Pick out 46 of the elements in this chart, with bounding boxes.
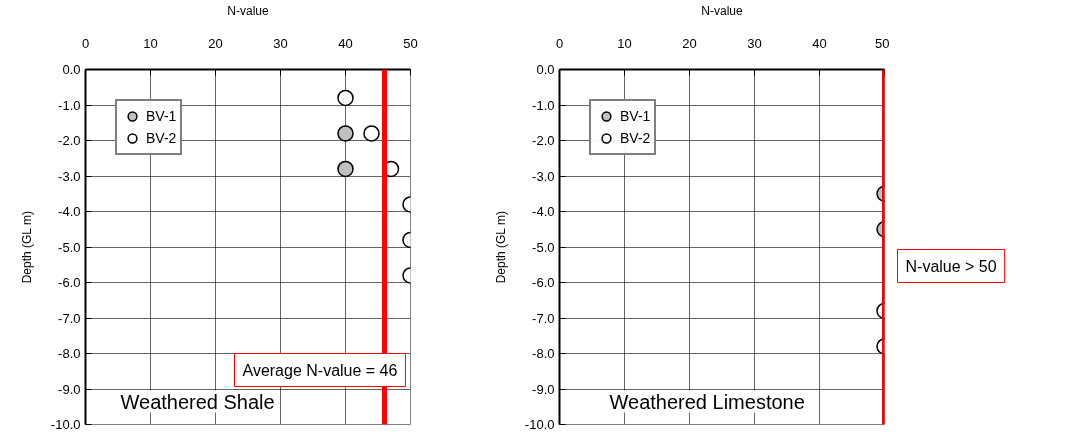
y-tick-label: -2.0: [532, 133, 555, 148]
x-tick-label: 20: [208, 35, 223, 51]
y-tick-label: 0.0: [62, 62, 81, 77]
annotation: Weathered Limestone: [609, 390, 805, 413]
y-tick-label: -1.0: [532, 97, 555, 113]
x-tick-label: 30: [273, 35, 288, 51]
x-tick-label: 30: [747, 35, 762, 51]
y-tick-label: -8.0: [532, 346, 555, 361]
y-axis-title: Depth (GL m): [19, 211, 34, 284]
y-tick-label: -1.0: [58, 97, 81, 113]
y-tick-label: -8.0: [58, 346, 81, 361]
x-tick-label: 50: [875, 35, 890, 51]
legend-label: BV-2: [146, 130, 177, 146]
x-tick-label: 40: [338, 35, 353, 51]
y-tick-label: -5.0: [532, 239, 555, 255]
y-tick-label: 0.0: [536, 62, 555, 77]
ref-line-label: Average N-value = 46: [242, 361, 398, 379]
legend-label: BV-2: [620, 130, 651, 146]
y-tick-label: -7.0: [532, 310, 555, 326]
ref-line-label: N-value > 50: [905, 257, 997, 275]
y-tick-label: -9.0: [58, 381, 81, 397]
x-tick-label: 50: [403, 35, 418, 51]
y-tick-label: -6.0: [532, 275, 555, 290]
y-tick-label: -6.0: [58, 275, 81, 290]
y-tick-label: -10.0: [524, 417, 555, 432]
y-tick-label: -2.0: [58, 133, 81, 148]
y-tick-label: -4.0: [58, 204, 81, 219]
x-axis-title: N-value: [227, 3, 269, 18]
x-tick-label: 40: [812, 35, 827, 51]
x-tick-label: 20: [682, 35, 697, 51]
legend-label: BV-1: [620, 108, 651, 124]
legend-label: BV-1: [146, 108, 177, 124]
y-tick-label: -4.0: [532, 204, 555, 219]
x-tick-label: 0: [555, 35, 564, 51]
x-axis-title: N-value: [701, 3, 743, 18]
y-tick-label: -3.0: [58, 168, 81, 184]
y-tick-label: -3.0: [532, 168, 555, 184]
y-tick-label: -10.0: [50, 417, 81, 432]
y-axis-title: Depth (GL m): [493, 211, 508, 284]
y-tick-label: -5.0: [58, 239, 81, 255]
x-tick-label: 0: [81, 35, 90, 51]
y-tick-label: -9.0: [532, 381, 555, 397]
x-tick-label: 10: [143, 35, 158, 51]
y-tick-label: -7.0: [58, 310, 81, 326]
x-tick-label: 10: [617, 35, 632, 51]
annotation: Weathered Shale: [120, 390, 275, 413]
